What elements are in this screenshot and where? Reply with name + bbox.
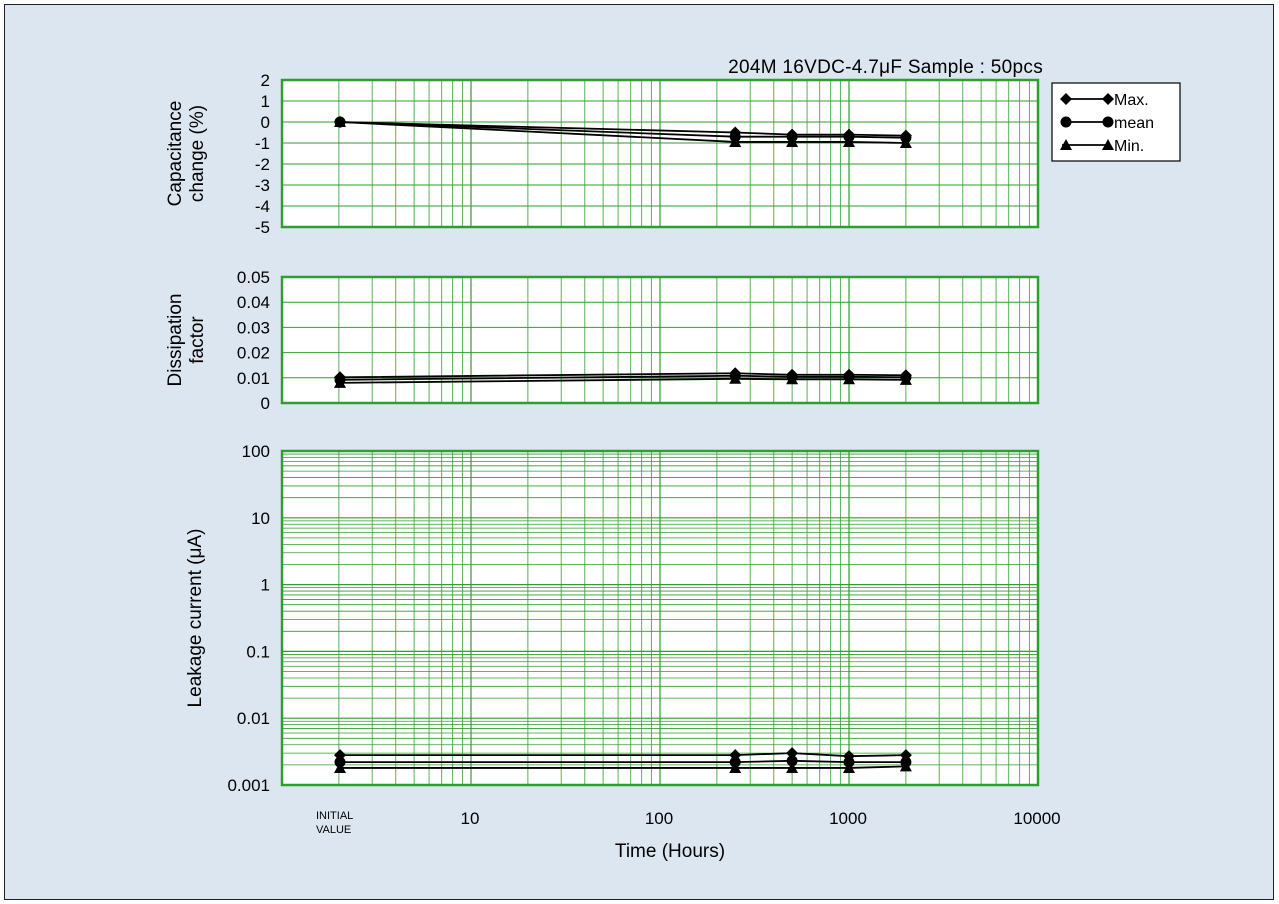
data-point-triangle bbox=[843, 373, 855, 385]
y-tick-label: 2 bbox=[261, 71, 270, 90]
legend-marker-diamond bbox=[1102, 93, 1114, 105]
plot-border-1 bbox=[280, 78, 1040, 229]
data-point-triangle bbox=[786, 135, 799, 147]
x-tick-label-initial: INITIAL bbox=[316, 810, 353, 822]
y-tick-label: 0.04 bbox=[237, 293, 270, 312]
y-tick-label: 0.01 bbox=[237, 369, 270, 388]
data-point-triangle bbox=[786, 761, 799, 773]
data-point-triangle bbox=[729, 761, 742, 773]
data-point-triangle bbox=[334, 376, 346, 388]
plot-border-3 bbox=[280, 449, 1040, 787]
y-tick-label: 0.001 bbox=[227, 776, 270, 795]
data-point-triangle bbox=[843, 761, 855, 773]
data-point-triangle bbox=[334, 761, 346, 773]
legend-label: Max. bbox=[1114, 92, 1149, 109]
legend-marker-triangle bbox=[1102, 139, 1114, 150]
x-tick-label: 1000 bbox=[829, 809, 867, 828]
y-tick-label: -3 bbox=[255, 176, 270, 195]
y-tick-label: 0 bbox=[261, 113, 270, 132]
x-tick-label: 100 bbox=[645, 809, 673, 828]
y-axis-label: change (%) bbox=[187, 105, 208, 202]
data-point-triangle bbox=[786, 373, 799, 385]
y-axis-label: factor bbox=[187, 316, 208, 364]
y-tick-label: 1 bbox=[261, 92, 270, 111]
data-point-triangle bbox=[729, 135, 742, 147]
legend-marker-triangle bbox=[1060, 139, 1072, 150]
y-axis-label: Capacitance bbox=[165, 101, 186, 207]
legend-label: mean bbox=[1114, 115, 1154, 132]
y-tick-label: 100 bbox=[242, 442, 270, 461]
plot-border-2 bbox=[280, 275, 1040, 405]
legend-marker-circle bbox=[1060, 116, 1072, 128]
y-tick-label: -1 bbox=[255, 134, 270, 153]
data-point-triangle bbox=[334, 116, 346, 127]
y-axis-label: Dissipation bbox=[165, 294, 186, 387]
y-tick-label: -4 bbox=[255, 197, 270, 216]
legend-marker-diamond bbox=[1060, 93, 1072, 105]
legend-label: Min. bbox=[1114, 138, 1144, 155]
y-tick-label: 0.05 bbox=[237, 268, 270, 287]
chart-title: 204M 16VDC-4.7μF Sample : 50pcs bbox=[728, 57, 1043, 78]
x-tick-label: 10000 bbox=[1013, 809, 1060, 828]
x-tick-label: 10 bbox=[461, 809, 480, 828]
data-point-triangle bbox=[899, 760, 912, 772]
y-tick-label: 1 bbox=[261, 576, 270, 595]
data-point-triangle bbox=[843, 135, 855, 147]
data-point-circle bbox=[786, 755, 798, 767]
data-point-triangle bbox=[899, 373, 912, 385]
y-tick-label: -2 bbox=[255, 155, 270, 174]
y-tick-label: 0.03 bbox=[237, 318, 270, 337]
x-tick-label-initial: VALUE bbox=[316, 824, 351, 836]
legend-marker-circle bbox=[1102, 116, 1114, 128]
y-tick-label: -5 bbox=[255, 218, 270, 237]
y-tick-label: 0.02 bbox=[237, 344, 270, 363]
y-tick-label: 0.1 bbox=[246, 642, 270, 661]
y-tick-label: 0 bbox=[261, 394, 270, 413]
data-point-triangle bbox=[729, 372, 742, 384]
y-tick-label: 10 bbox=[251, 509, 270, 528]
y-axis-label: Leakage current (μA) bbox=[185, 529, 206, 708]
data-point-diamond bbox=[786, 747, 799, 760]
x-axis-label: Time (Hours) bbox=[615, 841, 725, 862]
chart-frame: 2 1 0 -1 -2 -3 -4 -5 Capacitance change (%) 204M 1… bbox=[4, 4, 1274, 900]
data-point-triangle bbox=[899, 137, 912, 148]
y-tick-label: 0.01 bbox=[237, 709, 270, 728]
